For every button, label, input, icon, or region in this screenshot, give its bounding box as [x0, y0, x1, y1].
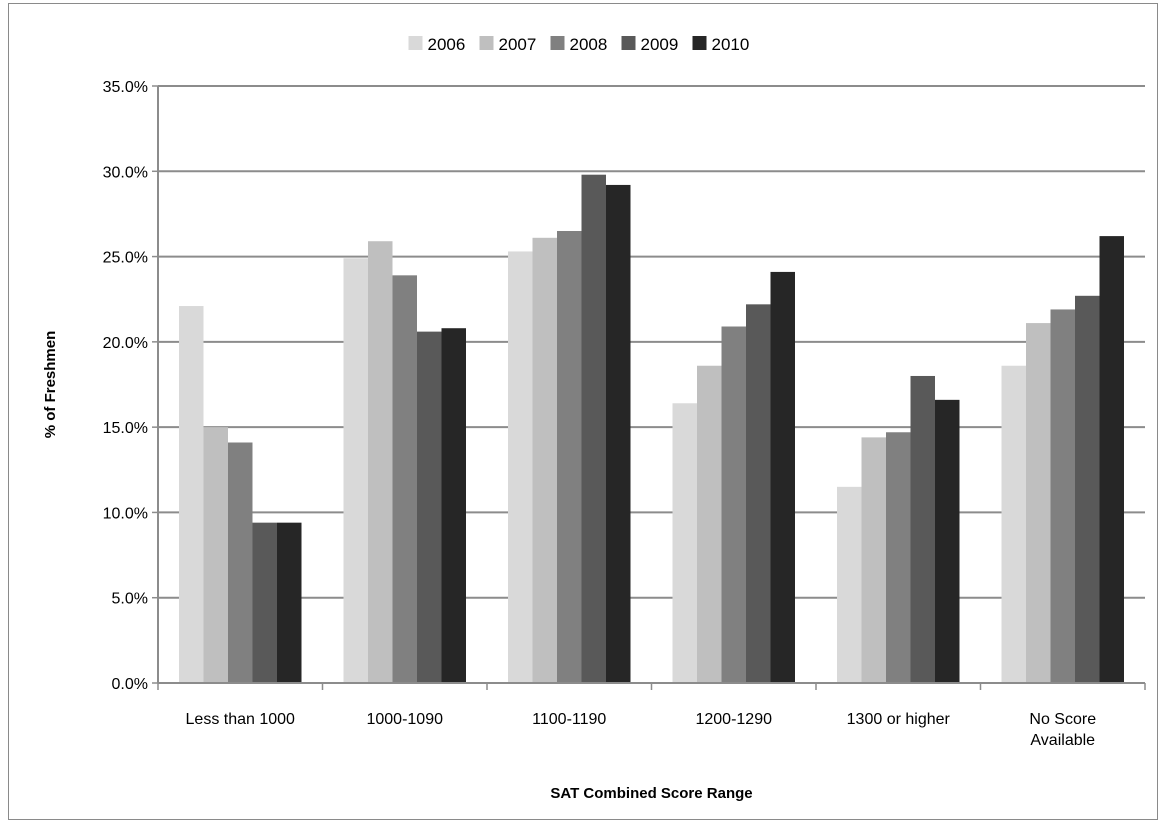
bar-2007-2: [532, 237, 557, 683]
legend-label-2010: 2010: [712, 35, 750, 54]
y-tick-label: 30.0%: [103, 164, 148, 181]
bar-2006-4: [837, 486, 862, 683]
bar-2007-0: [203, 427, 228, 683]
bar-2009-3: [746, 304, 771, 683]
legend-swatch-2009: [621, 36, 636, 50]
y-tick-label: 25.0%: [103, 250, 148, 267]
y-tick-label: 5.0%: [112, 591, 148, 608]
legend-label-2009: 2009: [641, 35, 679, 54]
bar-2006-1: [343, 258, 368, 683]
y-axis-title: % of Freshmen: [42, 331, 59, 439]
legend-swatch-2010: [692, 36, 707, 50]
x-category-label: No Score: [1029, 711, 1096, 728]
bar-2010-4: [935, 399, 960, 683]
legend-label-2008: 2008: [570, 35, 608, 54]
y-tick-label: 35.0%: [103, 79, 148, 96]
bar-2008-5: [1050, 309, 1075, 683]
bar-2006-3: [672, 403, 697, 683]
bar-2009-0: [252, 522, 277, 683]
bar-2008-2: [557, 230, 582, 683]
bar-2010-2: [606, 184, 631, 683]
x-category-label: Less than 1000: [186, 711, 296, 728]
bar-2009-4: [910, 375, 935, 683]
bar-2010-0: [277, 522, 302, 683]
bar-2008-3: [721, 326, 746, 683]
x-category-label: Available: [1030, 732, 1095, 749]
legend-label-2006: 2006: [428, 35, 466, 54]
bar-2010-1: [441, 328, 466, 683]
y-tick-label: 10.0%: [103, 505, 148, 522]
x-category-label: 1100-1190: [532, 711, 606, 728]
bar-2010-3: [770, 271, 795, 683]
bar-2009-5: [1075, 295, 1100, 683]
x-category-label: 1200-1290: [695, 711, 772, 728]
x-axis-title: SAT Combined Score Range: [550, 785, 752, 802]
bar-2006-2: [508, 251, 533, 683]
bar-2008-4: [886, 432, 911, 683]
bar-2007-4: [861, 437, 886, 683]
bar-2009-2: [581, 174, 606, 683]
bar-2007-5: [1026, 323, 1051, 683]
y-tick-label: 0.0%: [112, 676, 148, 693]
bar-2009-1: [417, 331, 442, 683]
bar-2008-0: [228, 442, 253, 683]
bar-2007-1: [368, 241, 393, 683]
y-tick-label: 20.0%: [103, 335, 148, 352]
legend-swatch-2006: [408, 36, 423, 50]
bar-2006-0: [179, 306, 204, 683]
legend-label-2007: 2007: [499, 35, 537, 54]
legend-swatch-2007: [479, 36, 494, 50]
bar-2006-5: [1001, 365, 1026, 683]
bar-2010-5: [1099, 236, 1124, 684]
bar-2008-1: [392, 275, 417, 683]
x-category-label: 1300 or higher: [847, 711, 951, 728]
x-category-label: 1000-1090: [366, 711, 443, 728]
y-tick-label: 15.0%: [103, 420, 148, 437]
bar-2007-3: [697, 365, 722, 683]
legend-swatch-2008: [550, 36, 565, 50]
